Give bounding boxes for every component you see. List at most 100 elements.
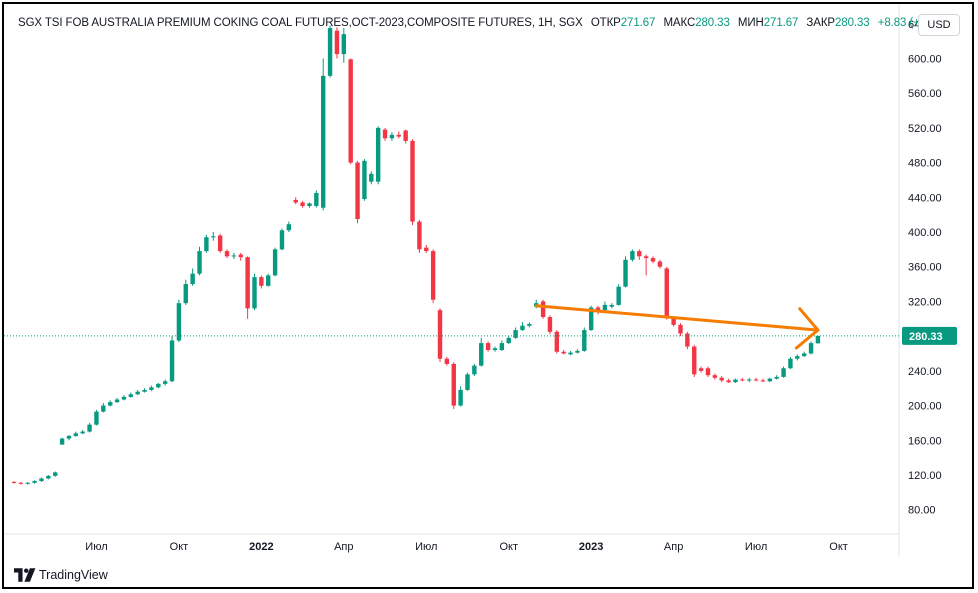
candle-up[interactable] (266, 273, 271, 287)
candle-down[interactable] (437, 308, 443, 363)
trend-arrow-line[interactable] (534, 304, 820, 332)
candle-up[interactable] (314, 190, 319, 208)
candle-up[interactable] (747, 377, 752, 383)
candle-down[interactable] (760, 378, 766, 383)
candle-up[interactable] (506, 336, 511, 344)
candle-up[interactable] (87, 422, 92, 433)
candle-down[interactable] (650, 256, 656, 264)
candle-up[interactable] (767, 377, 773, 383)
candle-down[interactable] (547, 315, 553, 335)
candle-up[interactable] (211, 232, 216, 241)
candle-down[interactable] (348, 58, 353, 165)
candle-up[interactable] (307, 202, 312, 208)
candle-up[interactable] (121, 395, 127, 401)
candle-up[interactable] (362, 159, 367, 201)
candle-up[interactable] (733, 378, 738, 384)
candle-up[interactable] (128, 392, 134, 398)
candle-up[interactable] (73, 431, 79, 437)
candle-up[interactable] (142, 388, 147, 393)
candle-up[interactable] (252, 273, 257, 311)
candle-up[interactable] (231, 252, 237, 259)
candle-up[interactable] (602, 301, 608, 312)
candle-up[interactable] (465, 372, 470, 391)
candle-up[interactable] (321, 58, 326, 211)
candle-up[interactable] (492, 346, 498, 352)
candle-up[interactable] (272, 247, 278, 277)
candle-down[interactable] (719, 376, 724, 383)
candle-up[interactable] (815, 335, 821, 344)
candle-up[interactable] (176, 299, 182, 343)
candle-up[interactable] (520, 322, 525, 331)
candle-up[interactable] (630, 249, 635, 262)
candle-down[interactable] (18, 481, 24, 485)
candle-down[interactable] (403, 129, 408, 144)
candle-up[interactable] (25, 481, 30, 485)
candle-down[interactable] (540, 299, 546, 319)
candlestick-chart[interactable]: 80.00120.00160.00200.00240.00280.00320.0… (4, 4, 972, 587)
candle-up[interactable] (114, 397, 120, 403)
candle-up[interactable] (53, 471, 58, 477)
candle-up[interactable] (156, 383, 161, 389)
candle-up[interactable] (190, 268, 195, 286)
candle-down[interactable] (217, 233, 223, 253)
candle-down[interactable] (554, 330, 560, 354)
candle-down[interactable] (712, 373, 718, 380)
candle-up[interactable] (609, 303, 614, 309)
candle-up[interactable] (341, 28, 347, 63)
candle-up[interactable] (499, 340, 505, 351)
candle-up[interactable] (479, 337, 484, 367)
candle-up[interactable] (286, 221, 292, 233)
candle-down[interactable] (11, 481, 17, 484)
candle-up[interactable] (59, 437, 65, 445)
candle-up[interactable] (582, 327, 587, 352)
candle-up[interactable] (375, 126, 381, 185)
candle-down[interactable] (417, 219, 422, 253)
candle-up[interactable] (46, 474, 51, 480)
price-axis[interactable]: 80.00120.00160.00200.00240.00280.00320.0… (902, 19, 957, 517)
candle-down[interactable] (259, 275, 264, 289)
candle-down[interactable] (424, 245, 429, 253)
candle-down[interactable] (300, 200, 305, 208)
candle-down[interactable] (410, 139, 415, 226)
candle-up[interactable] (149, 385, 154, 391)
candle-up[interactable] (801, 351, 807, 357)
candle-up[interactable] (389, 132, 395, 141)
candle-up[interactable] (80, 429, 85, 435)
candle-down[interactable] (657, 259, 663, 269)
candle-up[interactable] (568, 350, 573, 356)
candle-down[interactable] (692, 344, 697, 377)
candle-up[interactable] (774, 375, 779, 380)
candle-up[interactable] (94, 409, 99, 426)
currency-button[interactable]: USD (918, 14, 960, 36)
candle-up[interactable] (327, 25, 333, 78)
candle-up[interactable] (66, 435, 72, 441)
candle-down[interactable] (396, 131, 401, 139)
time-axis[interactable]: Июл Окт 2022 Апр Июл Окт 2023 Апр Июл Окт (85, 541, 848, 553)
candle-down[interactable] (430, 249, 436, 304)
candle-up[interactable] (197, 246, 202, 276)
candle-up[interactable] (101, 402, 106, 413)
candle-down[interactable] (355, 160, 360, 224)
candle-down[interactable] (245, 256, 250, 319)
candle-down[interactable] (643, 254, 649, 276)
candle-up[interactable] (279, 228, 285, 251)
candle-down[interactable] (698, 366, 704, 373)
candle-up[interactable] (107, 400, 113, 407)
candle-up[interactable] (135, 389, 140, 396)
candle-up[interactable] (623, 256, 628, 288)
candle-up[interactable] (369, 171, 374, 185)
candle-down[interactable] (678, 323, 683, 337)
candle-up[interactable] (527, 322, 532, 328)
candle-up[interactable] (781, 366, 786, 378)
candle-down[interactable] (334, 27, 340, 59)
candle-up[interactable] (795, 354, 800, 361)
candle-down[interactable] (224, 249, 230, 259)
candle-up[interactable] (458, 386, 463, 407)
candle-down[interactable] (485, 341, 491, 352)
candle-down[interactable] (561, 350, 566, 355)
candle-down[interactable] (664, 266, 669, 320)
candle-down[interactable] (382, 127, 388, 141)
candle-up[interactable] (472, 363, 477, 377)
candle-up[interactable] (788, 356, 793, 370)
candle-up[interactable] (32, 480, 37, 484)
